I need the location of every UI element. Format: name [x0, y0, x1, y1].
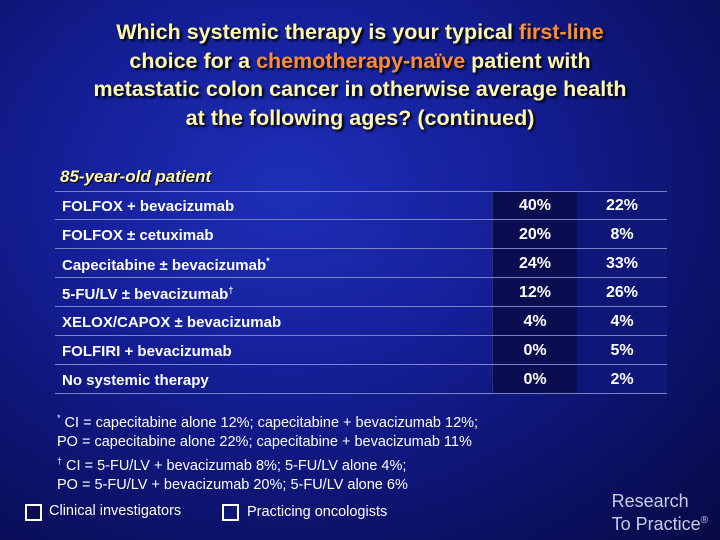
- footnote-mark: *: [266, 256, 270, 266]
- footnote-mark: †: [228, 285, 234, 295]
- logo-line-1: Research: [611, 491, 689, 511]
- footnote-1-line-1: * CI = capecitabine alone 12%; capecitab…: [57, 413, 479, 431]
- table-row: FOLFIRI + bevacizumab 0% 5%: [55, 336, 667, 365]
- legend-label-investigators: Clinical investigators: [49, 503, 182, 519]
- footnote-2-line-2: PO = 5-FU/LV + bevacizumab 20%; 5-FU/LV …: [57, 476, 408, 493]
- footnotes: * CI = capecitabine alone 12%; capecitab…: [57, 409, 478, 495]
- oncologists-value: 2%: [577, 365, 667, 394]
- legend-swatch-investigators: [25, 504, 42, 521]
- logo-line-2: To Practice®: [611, 514, 708, 534]
- table-row: FOLFOX + bevacizumab 40% 22%: [55, 191, 667, 220]
- investigators-value: 4%: [492, 307, 577, 336]
- results-table: FOLFOX + bevacizumab 40% 22% FOLFOX ± cetux…: [55, 191, 667, 394]
- title-line-1: Which systemic therapy is your typical f…: [116, 20, 604, 44]
- therapy-label: FOLFIRI + bevacizumab: [62, 343, 232, 360]
- table-row: XELOX/CAPOX ± bevacizumab 4% 4%: [55, 307, 667, 336]
- therapy-label: XELOX/CAPOX ± bevacizumab: [62, 314, 282, 331]
- research-to-practice-logo: Research To Practice®: [612, 491, 708, 534]
- investigators-value: 40%: [492, 191, 577, 220]
- footnote-1-line-2: PO = capecitabine alone 22%; capecitabin…: [57, 433, 472, 450]
- title-line-2: choice for a chemotherapy-naïve patient …: [129, 48, 591, 73]
- legend-swatch-oncologists: [222, 504, 239, 521]
- therapy-label: 5-FU/LV ± bevacizumab†: [62, 285, 234, 303]
- table-row: No systemic therapy 0% 2%: [55, 365, 667, 394]
- investigators-value: 0%: [492, 365, 577, 394]
- legend-label-oncologists: Practicing oncologists: [247, 504, 388, 520]
- oncologists-value: 26%: [577, 278, 667, 307]
- investigators-value: 20%: [492, 220, 577, 249]
- subtitle: 85-year-old patient: [60, 167, 212, 186]
- title-line-4: at the following ages? (continued): [185, 105, 535, 130]
- investigators-value: 12%: [492, 278, 577, 307]
- therapy-label: FOLFOX ± cetuximab: [62, 227, 214, 244]
- therapy-label: FOLFOX + bevacizumab: [62, 198, 235, 215]
- slide-title: Which systemic therapy is your typical f…: [30, 18, 690, 132]
- table-row: FOLFOX ± cetuximab 20% 8%: [55, 220, 667, 249]
- table-row: Capecitabine ± bevacizumab* 24% 33%: [55, 249, 667, 278]
- investigators-value: 0%: [492, 336, 577, 365]
- title-line-3: metastatic colon cancer in otherwise ave…: [93, 77, 627, 101]
- oncologists-value: 22%: [577, 191, 667, 220]
- oncologists-value: 33%: [577, 249, 667, 278]
- footnote-2-line-1: † CI = 5-FU/LV + bevacizumab 8%; 5-FU/LV…: [57, 455, 407, 474]
- therapy-label: Capecitabine ± bevacizumab*: [62, 256, 270, 274]
- investigators-value: 24%: [492, 249, 577, 278]
- oncologists-value: 8%: [577, 220, 667, 249]
- oncologists-value: 5%: [577, 336, 667, 365]
- oncologists-value: 4%: [577, 307, 667, 336]
- therapy-label: No systemic therapy: [62, 372, 209, 389]
- table-row: 5-FU/LV ± bevacizumab† 12% 26%: [55, 278, 667, 307]
